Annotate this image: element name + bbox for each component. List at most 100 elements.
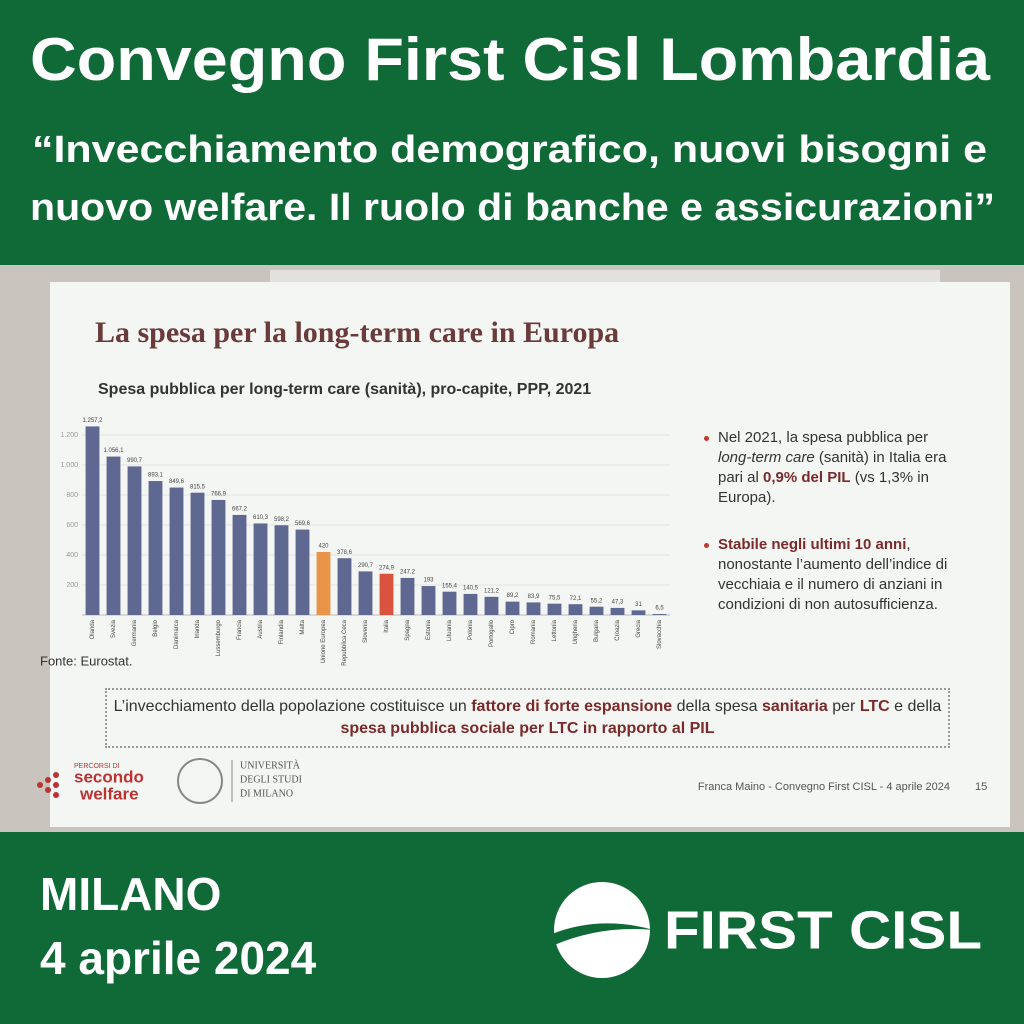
logo-text: secondo — [74, 767, 144, 786]
chart-title: Spesa pubblica per long-term care (sanit… — [98, 381, 591, 398]
x-tick-label: Belgio — [153, 619, 159, 636]
x-tick-label: Romania — [531, 619, 537, 644]
value-label: 89,2 — [507, 593, 519, 599]
x-tick-label: Portogallo — [489, 619, 495, 647]
x-tick-label: Estonia — [426, 619, 432, 640]
x-tick-label: Croazia — [615, 619, 621, 640]
bar — [463, 593, 478, 615]
bar — [358, 571, 373, 615]
bar — [526, 602, 541, 615]
bar — [568, 604, 583, 615]
header-subtitle: nuovo welfare. Il ruolo di banche e assi… — [30, 187, 995, 229]
text: (vs 1,3% in Europa). — [718, 469, 929, 506]
y-tick-label: 800 — [66, 492, 78, 499]
value-label: 274,9 — [379, 565, 395, 571]
page-number: 15 — [975, 781, 987, 793]
text: LTC — [859, 698, 890, 715]
bar — [148, 481, 163, 615]
logo-dots — [37, 772, 59, 798]
source: Fonte: Eurostat. — [40, 653, 133, 668]
value-label: 155,4 — [442, 583, 458, 589]
footer-band — [0, 832, 1024, 1024]
value-label: 1.257,2 — [82, 418, 103, 424]
text: sanitaria — [761, 698, 828, 715]
x-tick-label: Lituania — [447, 619, 453, 641]
bar — [211, 499, 226, 615]
text: , nonostante l’aumento dell’indice di ve… — [718, 536, 948, 613]
bullet: Nel 2021, la spesa pubblica per long-ter… — [704, 428, 958, 508]
logo-text: UNIVERSITÀ — [240, 759, 301, 771]
text: e della — [889, 698, 942, 715]
x-tick-label: Spagna — [405, 619, 411, 640]
bar — [652, 614, 667, 615]
x-tick-label: Slovacchia — [657, 619, 663, 649]
brand: FIRST CISL — [664, 900, 982, 960]
value-label: 598,2 — [274, 517, 290, 523]
bar — [505, 601, 520, 615]
x-tick-label: Finlandia — [279, 619, 285, 644]
text: long-term care — [718, 449, 815, 466]
y-tick-label: 1.200 — [60, 432, 78, 439]
bar — [610, 607, 625, 615]
text: per — [827, 698, 860, 715]
value-label: 290,7 — [358, 563, 374, 569]
bar — [295, 529, 310, 615]
logo-text: PERCORSI DI — [74, 763, 120, 770]
value-label: 140,5 — [463, 586, 479, 592]
value-label: 667,2 — [232, 506, 248, 512]
x-tick-label: Lettonia — [552, 619, 558, 641]
value-label: 610,3 — [253, 515, 269, 521]
x-tick-label: Cipro — [510, 619, 516, 634]
bar — [547, 603, 562, 615]
bar — [442, 591, 457, 615]
header-subtitle: “Invecchiamento demografico, nuovi bisog… — [32, 129, 987, 171]
text: 0,9% del PIL — [763, 469, 851, 486]
x-tick-label: Bulgaria — [594, 619, 600, 642]
text: della spesa — [672, 698, 762, 715]
city: MILANO — [40, 868, 221, 920]
x-tick-label: Repubblica Ceca — [342, 619, 348, 665]
text: L’invecchiamento della popolazione costi… — [113, 698, 472, 715]
bullet: Stabile negli ultimi 10 anni, nonostante… — [704, 535, 958, 615]
bar — [484, 596, 499, 615]
x-tick-label: Slovenia — [363, 619, 369, 643]
bar — [631, 610, 646, 615]
x-tick-label: Svezia — [111, 619, 117, 638]
logo-text: welfare — [79, 784, 139, 803]
text: (sanità) in Italia era pari al — [718, 449, 947, 486]
x-tick-label: Ungheria — [573, 619, 579, 644]
bar — [127, 466, 142, 615]
value-label: 72,1 — [570, 596, 582, 602]
x-tick-label: Lussemburgo — [216, 619, 222, 656]
bar — [253, 523, 268, 615]
value-label: 569,6 — [295, 521, 311, 527]
bar — [337, 558, 352, 615]
x-tick-label: Danimarca — [174, 619, 180, 649]
y-tick-label: 200 — [66, 582, 78, 589]
y-tick-label: 1.000 — [60, 462, 78, 469]
value-label: 815,5 — [190, 484, 206, 490]
header-title: Convegno First Cisl Lombardia — [30, 26, 991, 93]
value-label: 420 — [318, 544, 329, 550]
y-tick-label: 400 — [66, 552, 78, 559]
x-tick-label: Grecia — [636, 619, 642, 637]
bar — [421, 586, 436, 615]
x-tick-label: Francia — [237, 619, 243, 640]
value-label: 378,6 — [337, 550, 353, 556]
value-label: 1.056,1 — [103, 448, 124, 454]
x-tick-label: Italia — [384, 619, 390, 632]
slide-footer: Franca Maino - Convegno First CISL - 4 a… — [698, 781, 950, 793]
value-label: 31 — [635, 602, 642, 608]
x-tick-label: Germania — [132, 619, 138, 646]
bar — [316, 552, 331, 615]
x-tick-label: Olanda — [90, 619, 96, 639]
value-label: 990,7 — [127, 458, 143, 464]
x-tick-label: Irlanda — [195, 619, 201, 638]
slide-title: La spesa per la long-term care in Europa — [95, 316, 619, 349]
value-label: 766,9 — [211, 492, 227, 498]
text: Nel 2021, la spesa pubblica per — [718, 429, 929, 446]
logo-swoosh — [552, 923, 654, 946]
value-label: 55,2 — [591, 598, 603, 604]
